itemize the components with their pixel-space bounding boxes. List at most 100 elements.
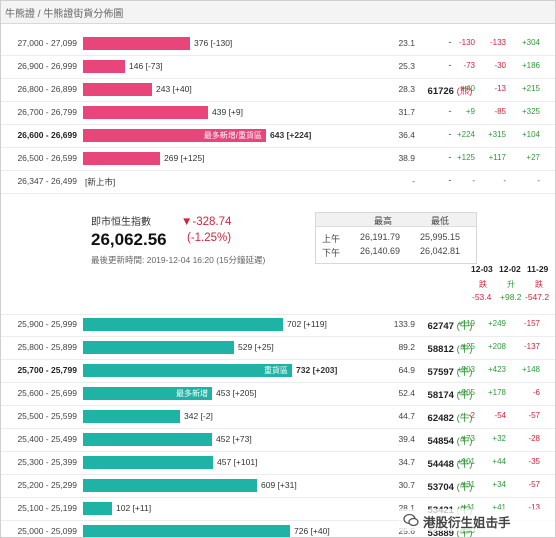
table-row[interactable]: 26,600 - 26,699 最多新增/重貨區 643 [+224] 36.4 - +2… — [1, 125, 555, 148]
volume-bar[interactable]: 最多新增 — [83, 387, 212, 400]
table-row[interactable]: 27,000 - 27,099 376 [-130] 23.1 - -130 -133 +3… — [1, 33, 555, 56]
count-value: 146 — [129, 61, 144, 71]
volume-bar[interactable] — [83, 456, 213, 469]
high-low-header — [316, 213, 476, 227]
volume-bar[interactable]: 重貨區 — [83, 364, 292, 377]
daily-change-1: +205 — [456, 388, 475, 397]
daily-change-1: +25 — [461, 342, 475, 351]
volume-bar[interactable] — [83, 341, 234, 354]
contract-count: 726 [+40] — [294, 526, 330, 536]
watermark-text: 港股衍生姐击手 — [423, 516, 511, 530]
contract-count: 732 [+203] — [296, 365, 337, 375]
contract-code[interactable]: 57597 (牛) — [419, 364, 481, 378]
table-row[interactable]: 26,800 - 26,899 243 [+40] 28.3 61726 (熊) +40… — [1, 79, 555, 102]
table-row[interactable]: 26,500 - 26,599 269 [+125] 38.9 - +125 +117 +2… — [1, 148, 555, 171]
count-delta: [+40] — [310, 526, 330, 536]
pm-low: 26,042.81 — [420, 246, 461, 256]
volume-bar[interactable] — [83, 525, 290, 537]
bar-tag: 最多新增 — [176, 389, 208, 398]
daily-change-3: -35 — [528, 457, 540, 466]
table-row[interactable]: 26,900 - 26,999 146 [-73] 25.3 - -73 -30 +186 — [1, 56, 555, 79]
price-range: 25,600 - 25,699 — [17, 388, 77, 398]
table-row[interactable]: 25,700 - 25,799 重貨區 732 [+203] 64.9 57597 (牛… — [1, 360, 555, 383]
count-value: 452 — [216, 434, 231, 444]
daily-change-3: -57 — [528, 411, 540, 420]
daily-change-3: +215 — [521, 84, 540, 93]
contract-code[interactable]: 53889 (牛) — [419, 525, 481, 537]
volume-bar[interactable] — [83, 152, 160, 165]
distance-value: 31.7 — [398, 107, 415, 117]
volume-bar[interactable] — [83, 433, 212, 446]
contract-type-value: 牛 — [459, 344, 470, 355]
count-delta: [+205] — [232, 388, 257, 398]
date-3: 11-29 — [527, 264, 549, 274]
contract-code[interactable]: 53704 (牛) — [419, 479, 481, 493]
volume-bar[interactable] — [83, 83, 152, 96]
contract-code: - — [419, 106, 481, 117]
contract-code-value: 54448 — [427, 459, 454, 470]
contract-count: 243 [+40] — [156, 84, 192, 94]
volume-bar[interactable] — [83, 410, 180, 423]
volume-bar[interactable]: 最多新增/重貨區 — [83, 129, 266, 142]
am-label: 上午 — [322, 234, 341, 244]
daily-change-2: +34 — [492, 480, 506, 489]
contract-code-value: - — [448, 129, 452, 140]
index-change: ▼-328.74 — [181, 216, 232, 228]
daily-change-3: -13 — [528, 503, 540, 512]
contract-count: 609 [+31] — [261, 480, 297, 490]
contract-code-value: 58812 — [427, 344, 454, 355]
contract-code[interactable]: 62747 (牛) — [419, 318, 481, 332]
volume-bar[interactable] — [83, 502, 112, 515]
table-row[interactable]: 25,200 - 25,299 609 [+31] 30.7 53704 (牛) +31… — [1, 475, 555, 498]
contract-code[interactable]: 58812 (牛) — [419, 341, 481, 355]
volume-bar[interactable] — [83, 37, 190, 50]
table-row[interactable]: 26,700 - 26,799 439 [+9] 31.7 - +9 -85 +325 — [1, 102, 555, 125]
volume-bar[interactable] — [83, 479, 257, 492]
table-row[interactable]: 25,500 - 25,599 342 [-2] 44.7 62482 (牛) -2 -5… — [1, 406, 555, 429]
volume-bar[interactable] — [83, 106, 208, 119]
trend-1: 跌 — [479, 280, 487, 289]
distance-value: 38.9 — [398, 153, 415, 163]
contract-code[interactable]: 58174 (牛) — [419, 387, 481, 401]
price-range: 25,300 - 25,399 — [17, 457, 77, 467]
daily-change-2: - — [503, 176, 506, 185]
count-value: 702 — [287, 319, 302, 329]
table-row[interactable]: 25,400 - 25,499 452 [+73] 39.4 54854 (牛) +73… — [1, 429, 555, 452]
contract-count: 102 [+11] — [116, 503, 151, 513]
distance-value: - — [412, 176, 415, 186]
contract-type-value: 牛 — [459, 321, 470, 332]
last-updated: 最後更新時間: 2019-12-04 16:20 (15分鐘延遲) — [91, 255, 266, 265]
count-delta: [+31] — [277, 480, 297, 490]
daily-change-3: -6 — [532, 388, 540, 397]
table-row[interactable]: 26,347 - 26,499 [新上市] - - - - - — [1, 171, 555, 194]
contract-code[interactable]: 62482 (牛) — [419, 410, 481, 424]
contract-code-value: 61726 — [427, 86, 454, 97]
contract-count: 452 [+73] — [216, 434, 252, 444]
total-1: -53.4 — [472, 292, 492, 302]
daily-change-1: -73 — [463, 61, 475, 70]
daily-change-3: +325 — [521, 107, 540, 116]
count-value: 439 — [212, 107, 227, 117]
contract-code[interactable]: 61726 (熊) — [419, 83, 481, 97]
volume-bar[interactable] — [83, 60, 125, 73]
daily-change-2: +32 — [492, 434, 506, 443]
breadcrumb[interactable]: 牛熊證 / 牛熊證街貨分佈圖 — [5, 9, 124, 20]
price-range: 26,600 - 26,699 — [17, 130, 77, 140]
table-row[interactable]: 25,800 - 25,899 529 [+25] 89.2 58812 (牛) +25… — [1, 337, 555, 360]
daily-change-2: +423 — [487, 365, 506, 374]
contract-type-value: 熊 — [459, 86, 470, 97]
contract-code[interactable]: 54854 (牛) — [419, 433, 481, 447]
count-delta: [-2] — [200, 411, 213, 421]
daily-change-2: -13 — [494, 84, 506, 93]
contract-code[interactable]: 54448 (牛) — [419, 456, 481, 470]
table-row[interactable]: 25,300 - 25,399 457 [+101] 34.7 54448 (牛) +1… — [1, 452, 555, 475]
distance-value: 39.4 — [398, 434, 415, 444]
contract-count: 702 [+119] — [287, 319, 327, 329]
contract-type-value: 牛 — [459, 482, 470, 493]
daily-change-3: -28 — [528, 434, 540, 443]
table-row[interactable]: 25,600 - 25,699 最多新增 453 [+205] 52.4 58174 (… — [1, 383, 555, 406]
table-row[interactable]: 25,900 - 25,999 702 [+119] 133.9 62747 (牛) +… — [1, 314, 555, 337]
distance-value: 25.3 — [398, 61, 415, 71]
count-value: 457 — [217, 457, 232, 467]
volume-bar[interactable] — [83, 318, 283, 331]
